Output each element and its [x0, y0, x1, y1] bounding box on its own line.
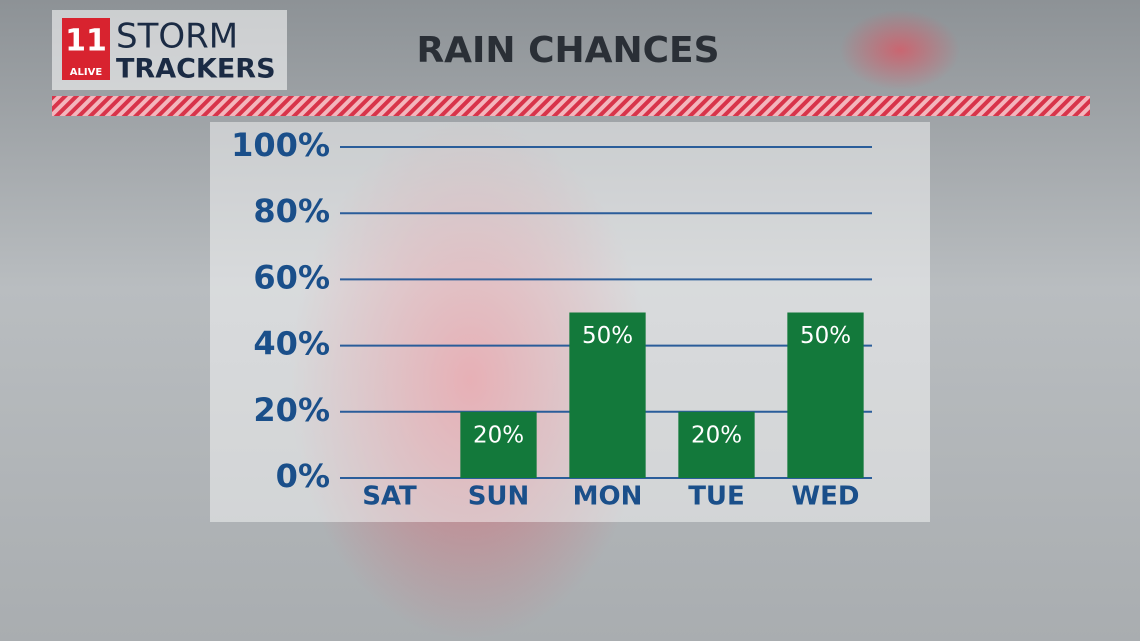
x-tick-label: SUN — [468, 482, 530, 512]
data-label: 50% — [800, 323, 851, 349]
data-label: 20% — [691, 422, 742, 448]
y-tick-label: 80% — [253, 192, 330, 230]
bar — [678, 411, 755, 478]
y-tick-label: 20% — [253, 391, 330, 429]
data-label: 50% — [582, 323, 633, 349]
y-tick-label: 40% — [253, 325, 330, 363]
logo-line1: STORM — [116, 17, 238, 57]
data-label: 20% — [473, 422, 524, 448]
logo-number: 11 — [65, 24, 107, 59]
logo-line2: TRACKERS — [116, 54, 276, 85]
bar — [569, 312, 646, 478]
bar — [460, 411, 537, 478]
y-tick-label: 100% — [231, 126, 330, 164]
x-tick-label: SAT — [362, 482, 417, 512]
y-tick-label: 60% — [253, 258, 330, 296]
chart-title: RAIN CHANCES — [416, 30, 719, 71]
bar — [787, 312, 864, 478]
x-tick-label: MON — [573, 482, 643, 512]
header-stripe — [52, 96, 1090, 116]
logo-badge — [62, 18, 110, 80]
background-glow — [840, 10, 960, 90]
x-tick-label: WED — [791, 482, 859, 512]
background-glow — [290, 120, 650, 640]
x-tick-label: TUE — [688, 482, 745, 512]
logo-station: ALIVE — [70, 67, 103, 78]
y-tick-label: 0% — [276, 457, 330, 495]
